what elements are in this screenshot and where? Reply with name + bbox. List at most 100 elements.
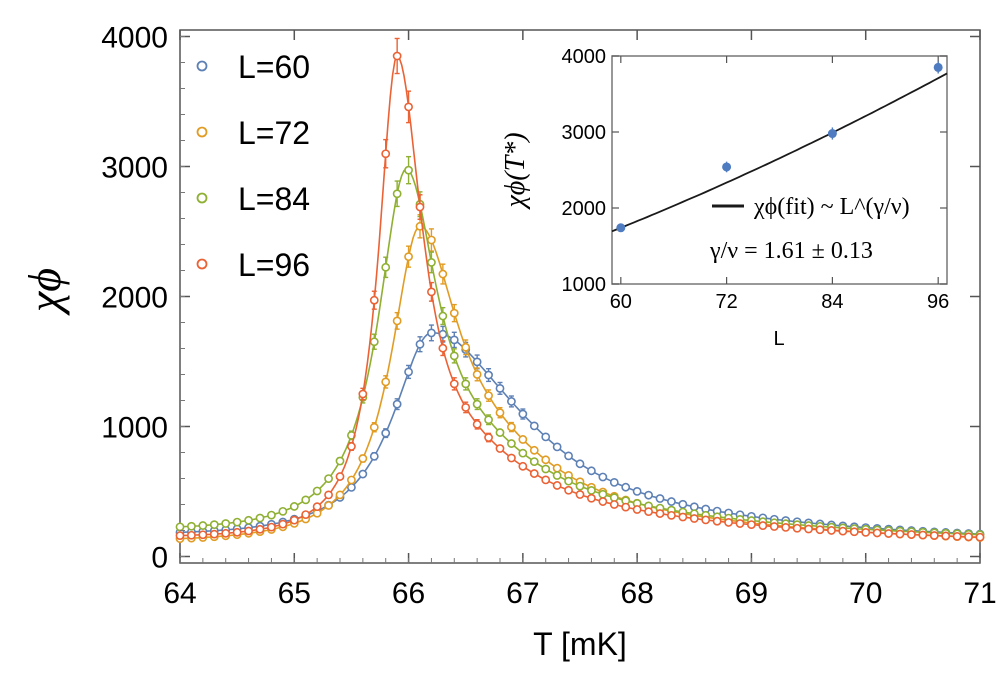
x-tick-label-66: 66 [392,577,425,610]
data-point [232,527,242,537]
x-tick-label-70: 70 [849,577,882,610]
data-point [849,527,859,537]
data-point [427,328,436,338]
data-point [461,379,471,389]
inset-plot: 60 72 84 96 1000 2000 3000 4000 L χϕ(T*) χϕ(fit… [500,46,949,350]
inset-x-tick-label-72: 72 [715,291,737,313]
y-tick-label-0: 0 [151,542,168,575]
data-point [747,520,756,529]
legend: L=60 L=72 L=84 L=96 [196,49,310,283]
data-point [267,522,276,532]
data-point [587,486,596,495]
data-point [529,469,539,478]
data-point [552,481,562,490]
data-point [541,432,551,442]
data-point [472,399,482,409]
data-point [312,486,322,496]
data-point [507,422,516,432]
data-point [427,287,436,297]
data-point [655,494,665,503]
data-point [221,528,231,538]
data-point [381,428,391,438]
data-point [289,515,299,525]
data-point [392,316,402,326]
inset-point-L84 [827,129,837,139]
main-data [175,37,985,544]
data-point [175,531,185,540]
data-point [289,502,299,511]
inset-y-tick-label-4000: 4000 [562,46,607,68]
data-point [324,490,333,500]
data-point [312,502,322,512]
data-point [438,343,448,353]
data-point [564,451,573,461]
data-point [484,391,493,400]
data-point [689,514,699,523]
data-point [518,448,528,458]
data-point [644,507,653,517]
data-point [438,311,448,321]
data-point [301,510,311,520]
data-point [404,102,413,112]
data-point [564,476,573,486]
data-point [495,383,505,393]
inset-fit-line [611,72,948,233]
data-point [735,519,745,528]
inset-data [611,61,948,233]
inset-x-tick-label-96: 96 [927,291,949,313]
main-ticks: 64 65 66 67 68 69 70 71 0 1000 2000 3000 4000 [101,22,996,611]
data-point [598,489,608,499]
data-point [255,513,265,523]
data-point [575,459,585,469]
data-point [587,493,596,503]
legend-label-L=84: L=84 [238,181,310,217]
data-point [815,525,825,535]
data-point [655,509,665,518]
data-point [198,521,208,530]
legend-label-L=96: L=96 [238,247,310,283]
data-point [541,464,551,474]
data-point [324,501,333,510]
data-point [804,524,813,534]
data-point [507,453,516,463]
y-axis-title: χϕ [19,268,70,316]
data-point [507,439,516,448]
data-point [872,528,882,538]
data-point [518,461,528,471]
data-point [907,530,916,539]
data-point [575,490,585,499]
legend-marker-L=96 [196,258,208,270]
data-point [404,252,413,262]
data-point [392,399,402,409]
data-point [427,235,436,245]
data-point [621,502,631,512]
inset-y-tick-label-2000: 2000 [562,198,607,220]
data-point [587,466,596,476]
y-tick-label-1000: 1000 [101,412,168,445]
data-point [415,339,425,349]
data-point [678,499,688,509]
data-point [552,471,562,480]
inset-x-tick-label-84: 84 [821,291,843,313]
data-point [278,519,288,529]
data-point [449,308,459,318]
data-point [369,337,379,347]
data-point [495,408,505,418]
data-point [792,523,802,533]
data-point [381,149,391,159]
data-point [598,497,608,506]
inset-background [611,55,948,285]
data-point [632,487,642,496]
inset-y-tick-label-3000: 3000 [562,122,607,144]
data-point [267,510,276,520]
data-point [278,506,288,516]
x-tick-label-69: 69 [735,577,768,610]
data-point [861,527,871,537]
data-point [621,482,631,492]
data-point [701,515,711,525]
inset-fit-legend-label: χϕ(fit) ~ L^(γ/ν) [753,194,910,220]
data-point [221,519,231,528]
data-point [975,532,985,542]
y-tick-label-3000: 3000 [101,152,168,185]
data-point [769,522,779,531]
